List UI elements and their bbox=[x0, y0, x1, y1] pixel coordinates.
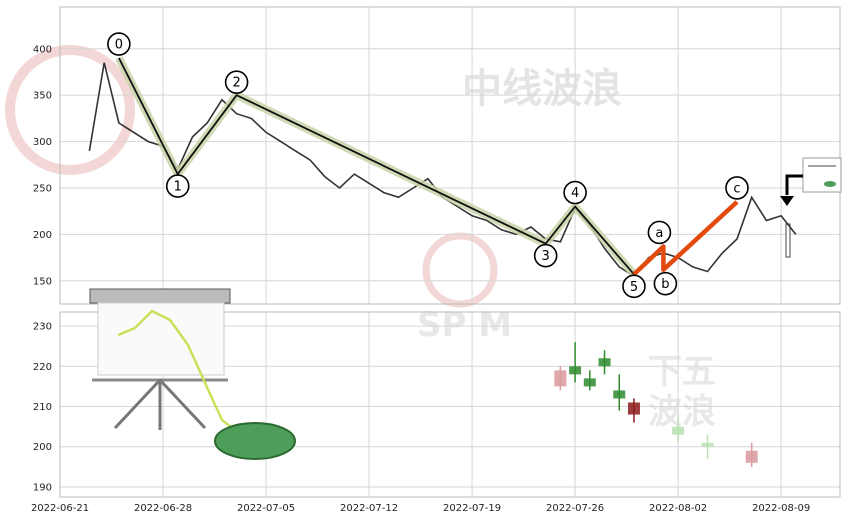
correction-label-circle bbox=[647, 220, 672, 245]
wave-label: 4 bbox=[571, 186, 579, 201]
candle-layer bbox=[554, 342, 758, 467]
candle-body bbox=[745, 450, 758, 463]
logo-circle-icon-2 bbox=[422, 232, 498, 308]
upper-y-tick-label: 400 bbox=[33, 44, 52, 55]
wave-label-circle bbox=[622, 274, 646, 299]
upper-y-tick-label: 300 bbox=[33, 137, 52, 148]
candle-body bbox=[569, 366, 582, 375]
wave-label: 0 bbox=[115, 38, 123, 53]
wave-label: 1 bbox=[174, 180, 182, 195]
wave-label-layer: 0 1 2 3 4 5 a b c bbox=[107, 32, 749, 299]
watermark-logo-text: SP M bbox=[417, 305, 512, 345]
correction-path-line bbox=[632, 200, 739, 276]
x-tick-label: 2022-06-28 bbox=[134, 503, 192, 514]
correction-label-circle bbox=[653, 271, 678, 296]
watermark-bottom-text-1: 下五 bbox=[648, 352, 716, 392]
candle-body bbox=[627, 402, 640, 415]
x-tick-label: 2022-08-09 bbox=[752, 503, 810, 514]
wave-label: 2 bbox=[232, 76, 240, 91]
upper-y-tick-label: 350 bbox=[33, 91, 52, 102]
wave-label-circle bbox=[563, 180, 587, 205]
wave-label-circle bbox=[533, 243, 558, 268]
candle-body bbox=[598, 358, 611, 367]
lower-y-tick-label: 220 bbox=[33, 362, 52, 373]
wave-label: 3 bbox=[542, 249, 550, 264]
candle-body bbox=[583, 378, 596, 387]
upper-panel-frame bbox=[59, 6, 841, 305]
lower-y-tick-label: 230 bbox=[33, 322, 52, 333]
blackboard-icon bbox=[89, 288, 296, 460]
x-tick-label: 2022-06-21 bbox=[31, 503, 89, 514]
candle-body bbox=[613, 390, 626, 399]
x-tick-label: 2022-07-19 bbox=[443, 503, 501, 514]
candle-body bbox=[554, 370, 567, 387]
candle-body bbox=[701, 442, 714, 447]
upper-y-tick-label: 150 bbox=[33, 276, 52, 287]
wave-label-circle bbox=[165, 174, 190, 198]
upper-grid bbox=[59, 7, 840, 304]
wave-label: 5 bbox=[630, 280, 638, 295]
upper-y-tick-label: 250 bbox=[33, 183, 52, 194]
lower-y-tick-label: 200 bbox=[33, 442, 52, 453]
upper-y-tick-label: 200 bbox=[33, 230, 52, 241]
wave-label-circle bbox=[224, 70, 249, 94]
watermark-bottom-text-2: 波浪 bbox=[648, 392, 716, 432]
candle-body bbox=[672, 426, 685, 435]
correction-label: a bbox=[655, 226, 663, 241]
x-tick-label: 2022-07-12 bbox=[340, 503, 398, 514]
correction-label: b bbox=[661, 277, 669, 292]
x-tick-label: 2022-08-02 bbox=[649, 503, 707, 514]
x-tick-label: 2022-07-26 bbox=[546, 503, 604, 514]
correction-path-layer bbox=[632, 200, 739, 276]
mini-legend-icon bbox=[780, 157, 842, 258]
wave-path-line bbox=[118, 57, 635, 275]
x-tick-label: 2022-07-05 bbox=[237, 503, 295, 514]
wave-label-circle bbox=[107, 32, 131, 56]
lower-y-tick-label: 210 bbox=[33, 402, 52, 413]
correction-label: c bbox=[733, 181, 740, 196]
watermark-layer: 中线波浪 SP M 下五 波浪 bbox=[5, 45, 716, 432]
logo-circle-icon bbox=[5, 45, 135, 175]
tick-label-layer: 2022-06-21 2022-06-28 2022-07-05 2022-07-12… bbox=[31, 44, 810, 514]
wave-path-layer bbox=[115, 56, 638, 277]
correction-label-circle bbox=[725, 176, 749, 200]
watermark-top-text: 中线波浪 bbox=[462, 66, 622, 112]
lower-panel-frame bbox=[59, 311, 841, 498]
lower-y-tick-label: 190 bbox=[33, 482, 52, 493]
